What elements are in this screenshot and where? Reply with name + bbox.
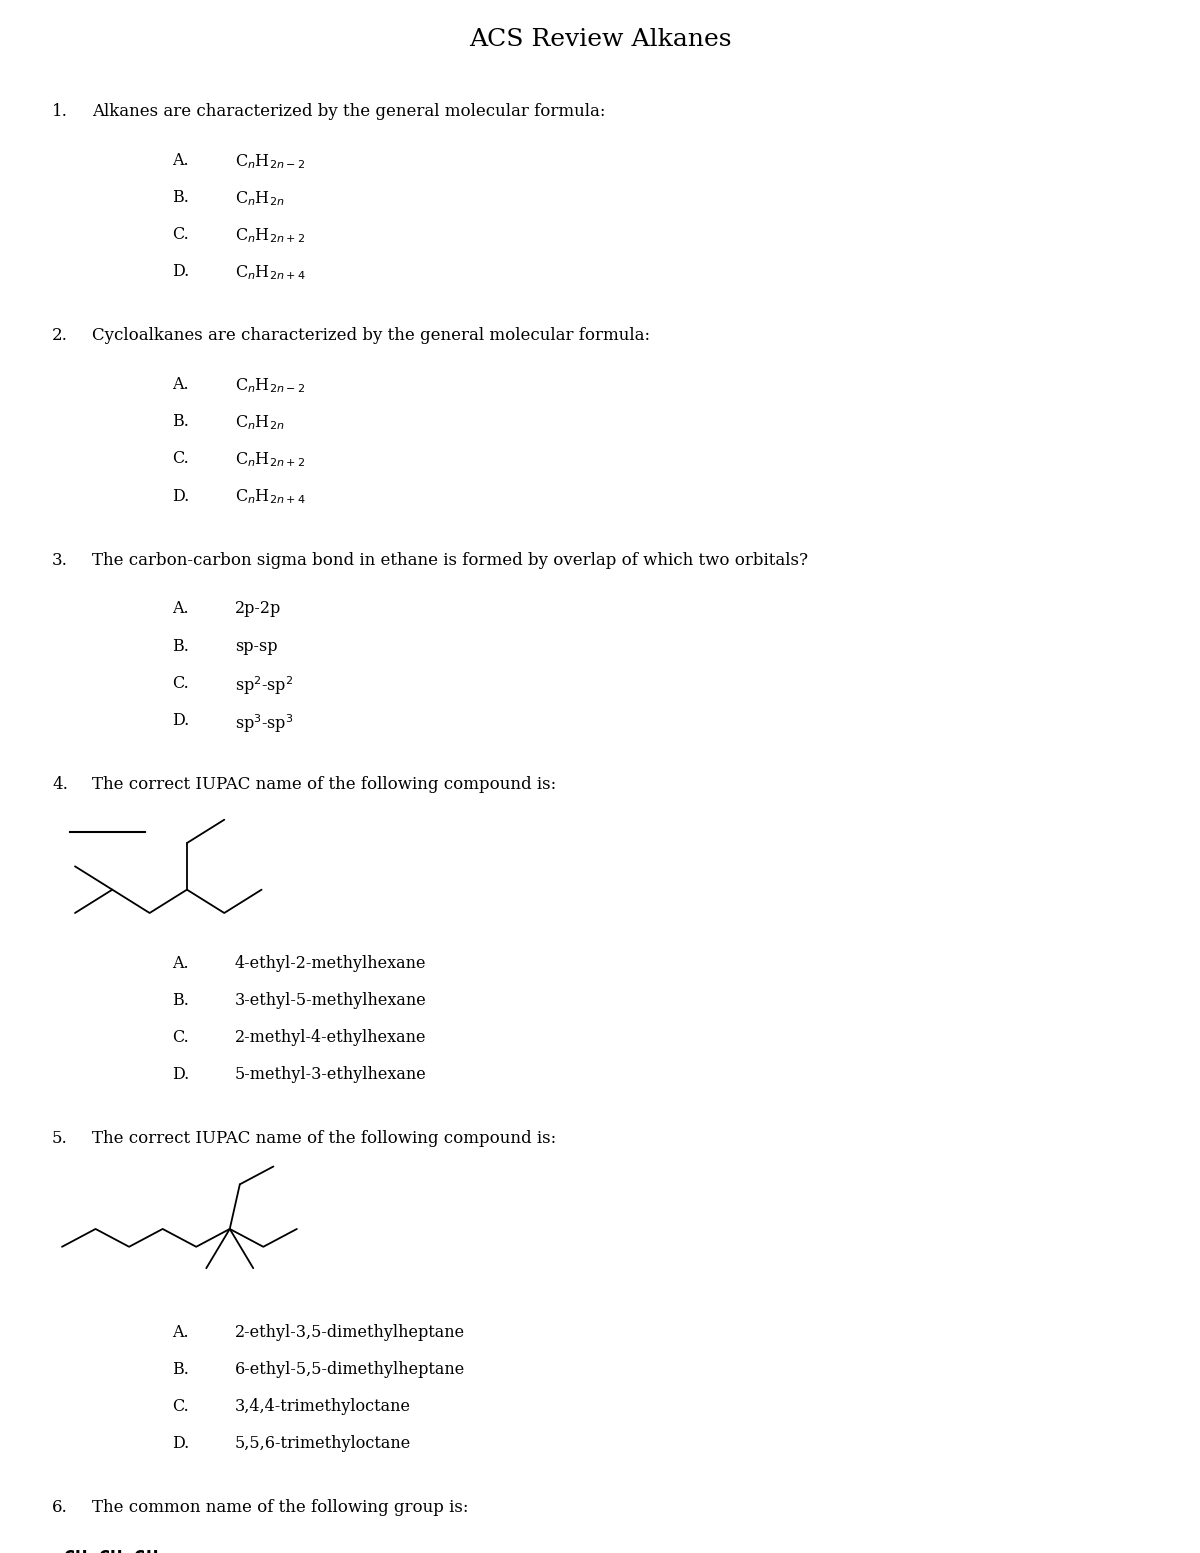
Text: D.: D.: [172, 1435, 190, 1452]
Text: C.: C.: [172, 674, 188, 691]
Text: A.: A.: [172, 955, 188, 972]
Text: 3.: 3.: [52, 551, 68, 568]
Text: The correct IUPAC name of the following compound is:: The correct IUPAC name of the following …: [92, 776, 557, 794]
Text: A.: A.: [172, 601, 188, 618]
Text: Cycloalkanes are characterized by the general molecular formula:: Cycloalkanes are characterized by the ge…: [92, 328, 650, 345]
Text: C$_{n}$H$_{2n+4}$: C$_{n}$H$_{2n+4}$: [235, 488, 306, 506]
Text: D.: D.: [172, 711, 190, 728]
Text: B.: B.: [172, 413, 188, 430]
Text: 2p-2p: 2p-2p: [235, 601, 281, 618]
Text: A.: A.: [172, 376, 188, 393]
Text: B.: B.: [172, 189, 188, 207]
Text: sp$^{3}$-sp$^{3}$: sp$^{3}$-sp$^{3}$: [235, 711, 293, 735]
Text: C$_{n}$H$_{2n-2}$: C$_{n}$H$_{2n-2}$: [235, 152, 305, 171]
Text: A.: A.: [172, 1325, 188, 1340]
Text: sp$^{2}$-sp$^{2}$: sp$^{2}$-sp$^{2}$: [235, 674, 293, 697]
Text: 6.: 6.: [52, 1499, 67, 1516]
Text: B.: B.: [172, 638, 188, 654]
Text: 2.: 2.: [52, 328, 68, 345]
Text: 6-ethyl-5,5-dimethylheptane: 6-ethyl-5,5-dimethylheptane: [235, 1360, 466, 1378]
Text: D.: D.: [172, 264, 190, 281]
Text: 2-methyl-4-ethylhexane: 2-methyl-4-ethylhexane: [235, 1030, 426, 1047]
Text: B.: B.: [172, 992, 188, 1009]
Text: C$_{n}$H$_{2n+2}$: C$_{n}$H$_{2n+2}$: [235, 227, 305, 245]
Text: C$_{n}$H$_{2n+4}$: C$_{n}$H$_{2n+4}$: [235, 264, 306, 283]
Text: The common name of the following group is:: The common name of the following group i…: [92, 1499, 468, 1516]
Text: C.: C.: [172, 1398, 188, 1415]
Text: 5-methyl-3-ethylhexane: 5-methyl-3-ethylhexane: [235, 1067, 427, 1082]
Text: 1.: 1.: [52, 102, 68, 120]
Text: 2-ethyl-3,5-dimethylheptane: 2-ethyl-3,5-dimethylheptane: [235, 1325, 466, 1340]
Text: D.: D.: [172, 1067, 190, 1082]
Text: Alkanes are characterized by the general molecular formula:: Alkanes are characterized by the general…: [92, 102, 606, 120]
Text: D.: D.: [172, 488, 190, 505]
Text: C$_{n}$H$_{2n+2}$: C$_{n}$H$_{2n+2}$: [235, 450, 305, 469]
Text: ACS Review Alkanes: ACS Review Alkanes: [469, 28, 731, 51]
Text: C$_{n}$H$_{2n-2}$: C$_{n}$H$_{2n-2}$: [235, 376, 305, 394]
Text: C$_{n}$H$_{2n}$: C$_{n}$H$_{2n}$: [235, 413, 284, 432]
Text: A.: A.: [172, 152, 188, 169]
Text: C.: C.: [172, 450, 188, 467]
Text: 3,4,4-trimethyloctane: 3,4,4-trimethyloctane: [235, 1398, 410, 1415]
Text: 4.: 4.: [52, 776, 68, 794]
Text: C.: C.: [172, 227, 188, 244]
Text: 3-ethyl-5-methylhexane: 3-ethyl-5-methylhexane: [235, 992, 427, 1009]
Text: 5.: 5.: [52, 1131, 67, 1148]
Text: C$_{n}$H$_{2n}$: C$_{n}$H$_{2n}$: [235, 189, 284, 208]
Text: B.: B.: [172, 1360, 188, 1378]
Text: The carbon-carbon sigma bond in ethane is formed by overlap of which two orbital: The carbon-carbon sigma bond in ethane i…: [92, 551, 808, 568]
Text: The correct IUPAC name of the following compound is:: The correct IUPAC name of the following …: [92, 1131, 557, 1148]
Text: C.: C.: [172, 1030, 188, 1047]
Text: 5,5,6-trimethyloctane: 5,5,6-trimethyloctane: [235, 1435, 412, 1452]
Text: 4-ethyl-2-methylhexane: 4-ethyl-2-methylhexane: [235, 955, 426, 972]
Text: CH$_3$CH$_2$CH$-$: CH$_3$CH$_2$CH$-$: [62, 1548, 175, 1553]
Text: sp-sp: sp-sp: [235, 638, 277, 654]
